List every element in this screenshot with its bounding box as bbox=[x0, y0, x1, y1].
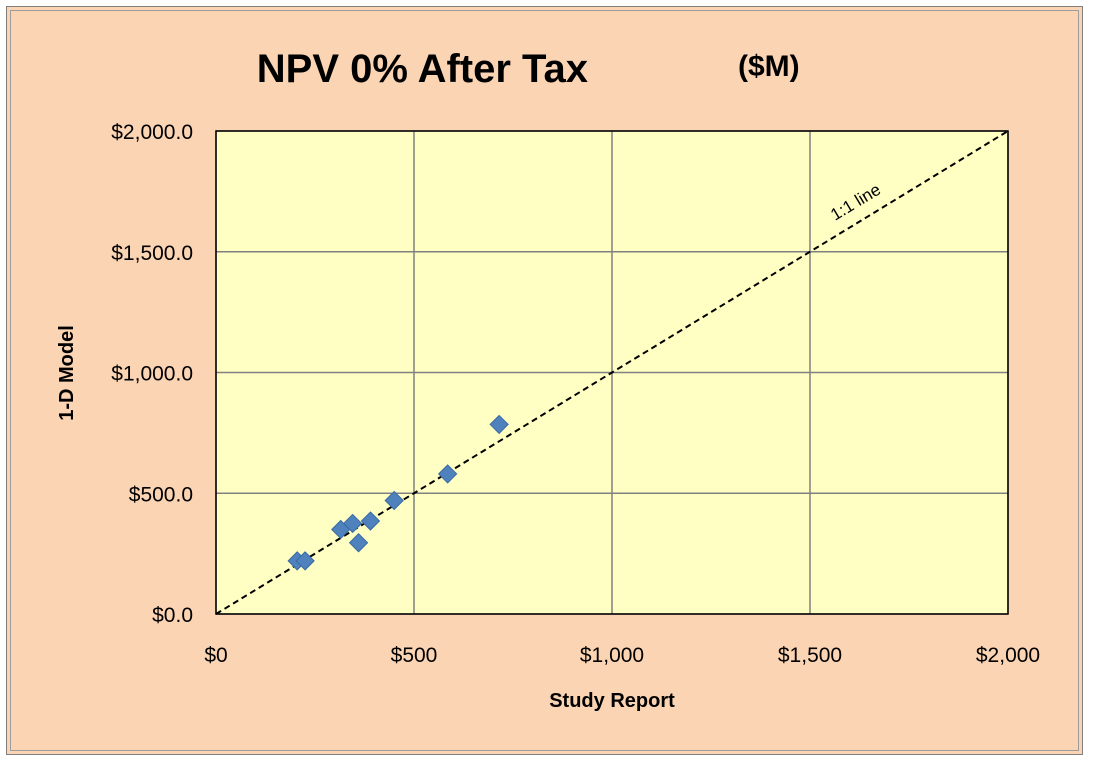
x-tick-label: $500 bbox=[391, 644, 438, 667]
y-tick-labels: $0.0 $500.0 $1,000.0 $1,500.0 $2,000.0 bbox=[111, 121, 193, 627]
chart-title-unit: ($M) bbox=[738, 50, 800, 83]
chart-inner-border bbox=[10, 10, 1079, 751]
one-to-one-line bbox=[215, 130, 1009, 615]
y-tick-label: $1,000.0 bbox=[111, 363, 193, 386]
data-point bbox=[384, 490, 404, 511]
data-point bbox=[437, 464, 458, 484]
y-tick-label: $0.0 bbox=[152, 604, 193, 627]
chart-title: NPV 0% After Tax bbox=[257, 47, 588, 91]
data-point bbox=[342, 513, 363, 534]
plot-border bbox=[215, 130, 1009, 615]
data-point bbox=[360, 511, 381, 531]
x-tick-label: $0 bbox=[204, 644, 227, 667]
x-tick-labels: $0 $500 $1,000 $1,500 $2,000 bbox=[204, 644, 1040, 667]
x-axis-title: Study Report bbox=[549, 690, 675, 712]
y-tick-label: $500.0 bbox=[129, 483, 193, 506]
data-point bbox=[348, 533, 369, 553]
data-points bbox=[287, 414, 509, 571]
x-tick-label: $1,500 bbox=[778, 644, 842, 667]
y-axis-title: 1-D Model bbox=[56, 325, 78, 421]
x-tick-label: $2,000 bbox=[976, 644, 1040, 667]
data-point bbox=[295, 551, 315, 571]
y-tick-label: $1,500.0 bbox=[111, 242, 193, 265]
x-tick-label: $1,000 bbox=[580, 644, 644, 667]
data-point bbox=[489, 414, 509, 435]
y-tick-label: $2,000.0 bbox=[111, 121, 193, 144]
